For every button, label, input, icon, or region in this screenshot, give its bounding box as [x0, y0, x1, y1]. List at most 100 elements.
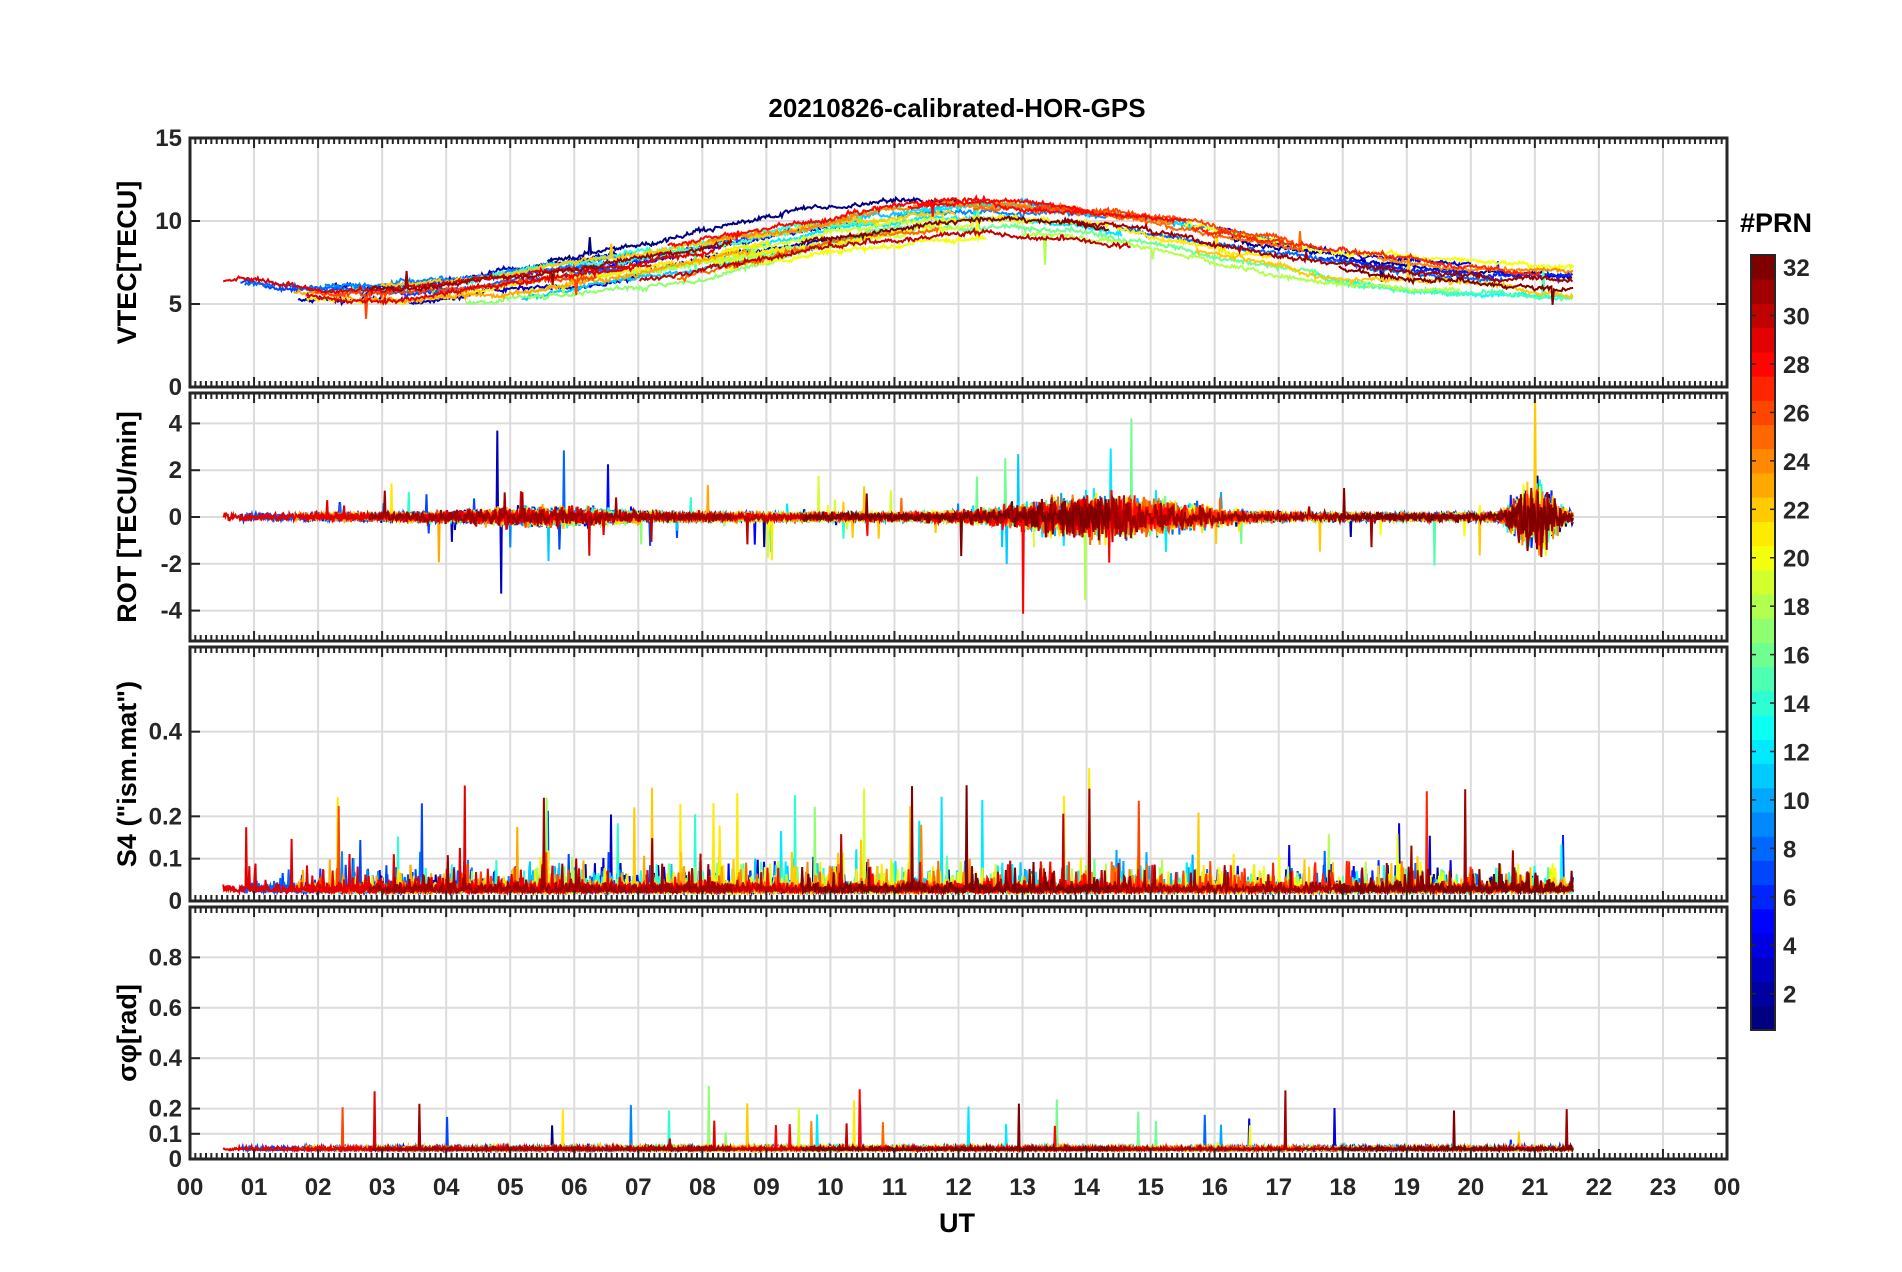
colorbar-title: #PRN [1740, 208, 1812, 238]
x-tick-label: 23 [1650, 1174, 1677, 1201]
y-tick-label: 0 [169, 504, 182, 531]
trace-prn-32 [1338, 265, 1574, 305]
colorbar-segment [1751, 327, 1775, 353]
series-vtec [222, 193, 1575, 319]
y-tick-label: 5 [169, 291, 182, 318]
x-tick-label: 00 [1714, 1174, 1741, 1201]
y-tick-label: 4 [169, 410, 183, 437]
x-tick-label: 22 [1586, 1174, 1613, 1201]
trace-prn-13 [1310, 270, 1574, 301]
x-tick-label: 09 [753, 1174, 780, 1201]
trace-prn-1 [546, 195, 960, 263]
colorbar-tick-label: 30 [1783, 304, 1810, 331]
panel-vtec: 0 5 10 15 VTEC[TECU] [112, 125, 1729, 401]
x-tick-label: 07 [625, 1174, 652, 1201]
x-tick-label: 20 [1457, 1174, 1484, 1201]
x-tick-label: 01 [241, 1174, 268, 1201]
x-ticks-rot [189, 393, 1728, 641]
y-tick-label: 0.1 [149, 1121, 182, 1148]
colorbar-tick-label: 14 [1783, 691, 1810, 718]
panel-s4: 0 0.1 0.2 0.4 S4 ("ism.mat") [112, 645, 1729, 915]
colorbar-tick-label: 2 [1783, 982, 1796, 1009]
trace-prn-32 [800, 1103, 1110, 1154]
colorbar-frame [1750, 254, 1776, 1031]
series-rot [222, 393, 1575, 614]
x-tick-label: 19 [1393, 1174, 1420, 1201]
colorbar-segment [1751, 424, 1775, 450]
x-tick-label: 17 [1265, 1174, 1292, 1201]
colorbar-segment [1751, 279, 1775, 304]
y-tick-label: 0.4 [149, 719, 183, 746]
y-tick-label: 0 [169, 1146, 182, 1173]
x-tick-label: 11 [882, 1174, 907, 1201]
colorbar-segment [1751, 666, 1775, 692]
x-tick-label: 13 [1009, 1174, 1036, 1201]
trace-prn-18 [1020, 231, 1461, 295]
y-tick-label: -2 [161, 551, 182, 578]
x-tick-label: 03 [369, 1174, 396, 1201]
colorbar-tick-label: 28 [1783, 352, 1810, 379]
colorbar-segment [1751, 521, 1775, 547]
trace-prn-27 [1190, 225, 1541, 278]
x-ticks-vtec [189, 138, 1728, 387]
x-axis-label: UT [939, 1208, 975, 1238]
colorbar-tick-label: 16 [1783, 643, 1810, 670]
y-tick-label: 0.2 [149, 1096, 182, 1123]
trace-prn-31 [368, 238, 733, 293]
colorbar-segment [1751, 763, 1775, 789]
colorbar-tick-label: 6 [1783, 885, 1796, 912]
y-tick-label: 0.8 [149, 944, 182, 971]
series-s4 [222, 768, 1575, 897]
colorbar-tick-label: 8 [1783, 836, 1796, 863]
x-ticks-s4 [189, 647, 1728, 901]
x-tick-label: 16 [1201, 1174, 1228, 1201]
y-axis-label-sigphi: σφ[rad] [112, 984, 142, 1082]
trace-prn-32 [1337, 863, 1575, 896]
series-sigphi [222, 1085, 1575, 1155]
x-tick-label: 12 [945, 1174, 972, 1201]
trace-prn-19 [711, 213, 1033, 258]
y-tick-label: 0.1 [149, 846, 182, 873]
trace-prn-8 [1115, 223, 1504, 285]
x-tick-label: 10 [817, 1174, 844, 1201]
y-tick-label: 0.4 [149, 1045, 183, 1072]
trace-prn-29 [305, 262, 652, 306]
grid-s4 [190, 647, 1727, 901]
trace-prn-31 [368, 1103, 733, 1154]
colorbar-tick-label: 32 [1783, 255, 1810, 282]
chart-title: 20210826-calibrated-HOR-GPS [768, 93, 1145, 123]
x-tick-label: 00 [177, 1174, 204, 1201]
x-tick-labels: 00 01 02 03 04 05 06 07 08 09 10 11 12 13 14 15 16 17 18 19… [177, 1174, 1741, 1201]
colorbar-tick-label: 22 [1783, 497, 1810, 524]
y-tick-label: 0.6 [149, 995, 182, 1022]
y-tick-label: 0.2 [149, 803, 182, 830]
trace-prn-32 [800, 215, 1110, 244]
x-tick-label: 15 [1137, 1174, 1164, 1201]
x-tick-label: 05 [497, 1174, 524, 1201]
trace-prn-28 [667, 193, 1090, 248]
x-ticks-sigphi [189, 907, 1728, 1159]
trace-prn-32 [800, 493, 1111, 557]
colorbar-segment [1751, 715, 1775, 740]
x-tick-label: 06 [561, 1174, 588, 1201]
y-axis-label-vtec: VTEC[TECU] [112, 181, 142, 345]
colorbar-segment [1751, 376, 1775, 401]
colorbar-segment [1751, 957, 1775, 983]
colorbar-segment [1751, 1005, 1775, 1031]
trace-prn-24 [1376, 256, 1574, 276]
trace-prn-32 [1338, 487, 1575, 550]
panel-sigphi: 00.10.2 0.4 0.6 0.8 σφ[rad] [112, 905, 1729, 1173]
x-tick-label: 08 [689, 1174, 716, 1201]
colorbar-segment [1751, 812, 1775, 837]
y-tick-label: 0 [169, 888, 182, 915]
x-tick-label: 21 [1522, 1174, 1549, 1201]
y-axis-label-s4: S4 ("ism.mat") [112, 681, 142, 867]
y-tick-label: 15 [155, 125, 182, 152]
colorbar-tick-label: 20 [1783, 546, 1810, 573]
trace-prn-20 [724, 216, 987, 272]
y-tick-label: 0 [169, 374, 182, 401]
colorbar-tick-label: 18 [1783, 594, 1810, 621]
colorbar-tick-label: 10 [1783, 788, 1810, 815]
